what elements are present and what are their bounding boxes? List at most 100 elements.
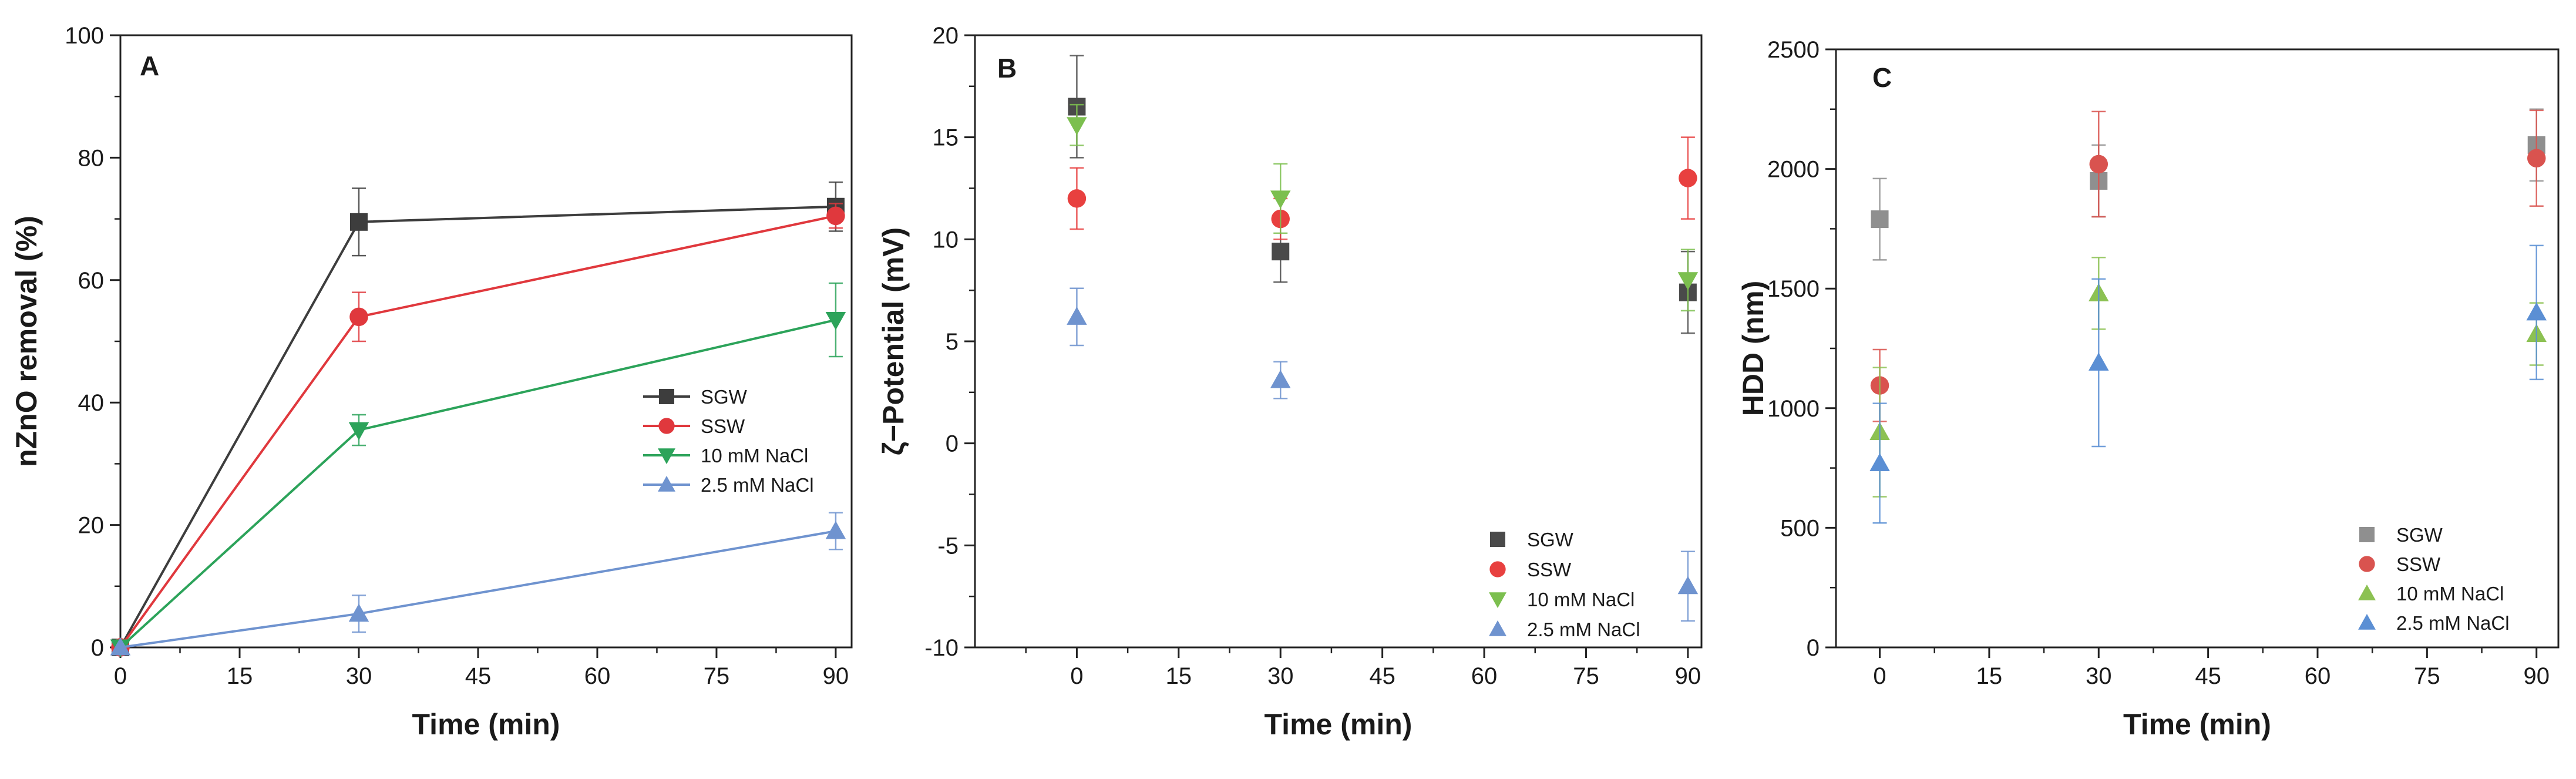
data-point bbox=[825, 521, 846, 539]
legend-marker bbox=[2359, 556, 2375, 572]
data-point bbox=[1067, 307, 1087, 325]
data-point bbox=[2527, 149, 2546, 168]
y-tick-label: -10 bbox=[924, 635, 959, 661]
y-tick-label: 2000 bbox=[1767, 157, 1820, 183]
data-point bbox=[110, 637, 131, 656]
y-tick-label: 1000 bbox=[1767, 396, 1820, 422]
x-tick-label: 45 bbox=[1369, 663, 1395, 689]
x-tick-label: 45 bbox=[2195, 663, 2221, 689]
x-tick-label: 60 bbox=[584, 663, 611, 689]
series-sgw bbox=[1871, 108, 2545, 261]
data-point bbox=[2089, 155, 2108, 174]
legend-marker bbox=[1490, 532, 1505, 547]
y-tick-label: 1500 bbox=[1767, 276, 1820, 302]
x-tick-label: 15 bbox=[1166, 663, 1192, 689]
x-tick-label: 60 bbox=[1471, 663, 1498, 689]
y-tick-label: 10 bbox=[933, 227, 959, 253]
x-tick-label: 75 bbox=[1573, 663, 1599, 689]
plot-frame bbox=[974, 34, 1703, 649]
legend-label: 2.5 mM NaCl bbox=[2396, 612, 2510, 634]
x-tick-label: 30 bbox=[2086, 663, 2112, 689]
y-tick-label: 60 bbox=[78, 268, 105, 294]
panel-label: C bbox=[1872, 62, 1892, 93]
legend-label: 10 mM NaCl bbox=[2396, 583, 2504, 605]
legend-marker bbox=[658, 448, 675, 464]
y-tick-label: 5 bbox=[946, 329, 959, 355]
data-point bbox=[2526, 302, 2547, 321]
y-tick-label: 2500 bbox=[1767, 37, 1820, 63]
legend: SGW SSW 10 mM NaCl 2.5 mM NaCl bbox=[2358, 524, 2510, 634]
legend-marker bbox=[2358, 585, 2376, 600]
x-tick-label: 60 bbox=[2305, 663, 2331, 689]
chart-panel-b: 0 15 30 45 60 75 90 -10 -5 0 5 10 15 20 Time (min) ζ−Po… bbox=[877, 23, 1703, 741]
legend-label: SGW bbox=[1527, 529, 1574, 550]
legend-label: 2.5 mM NaCl bbox=[701, 474, 814, 496]
data-point bbox=[1679, 169, 1697, 187]
legend-marker bbox=[659, 389, 674, 404]
y-axis-title: HDD (nm) bbox=[1737, 281, 1770, 417]
legend-label: 2.5 mM NaCl bbox=[1527, 619, 1640, 640]
x-tick-label: 75 bbox=[704, 663, 730, 689]
legend: SGW SSW 10 mM NaCl 2.5 mM NaCl bbox=[643, 386, 814, 496]
data-point bbox=[1067, 117, 1087, 136]
legend-label: SSW bbox=[1527, 559, 1572, 580]
y-tick-label: 0 bbox=[1807, 635, 1820, 661]
y-tick-label: 0 bbox=[91, 635, 104, 661]
chart-panel-a: 0 15 30 45 60 75 90 0 20 40 60 80 100 Time (min) nZnO … bbox=[10, 23, 853, 741]
data-point bbox=[825, 312, 846, 330]
series-sgw bbox=[1068, 55, 1697, 334]
x-tick-label: 90 bbox=[823, 663, 849, 689]
data-point bbox=[348, 422, 369, 441]
y-tick-label: 20 bbox=[933, 23, 959, 49]
panel-label: B bbox=[997, 53, 1017, 83]
x-tick-label: 30 bbox=[346, 663, 372, 689]
legend-marker bbox=[1489, 561, 1506, 577]
y-tick-label: 80 bbox=[78, 145, 105, 171]
data-point bbox=[349, 213, 368, 231]
data-point bbox=[1270, 370, 1291, 388]
panel-label: A bbox=[140, 51, 159, 81]
x-tick-label: 30 bbox=[1267, 663, 1294, 689]
y-tick-label: 15 bbox=[933, 125, 959, 151]
y-axis-title: nZnO removal (%) bbox=[10, 216, 43, 467]
y-tick-label: 500 bbox=[1780, 515, 1820, 541]
legend-label: SGW bbox=[701, 386, 748, 408]
data-point bbox=[1871, 210, 1889, 229]
legend-marker bbox=[1489, 592, 1506, 608]
x-tick-label: 15 bbox=[227, 663, 253, 689]
series-10-mm-nacl bbox=[1869, 257, 2547, 498]
legend-marker bbox=[2358, 614, 2376, 630]
legend-marker bbox=[2359, 527, 2375, 542]
y-tick-label: 100 bbox=[65, 23, 104, 49]
x-tick-label: 45 bbox=[465, 663, 492, 689]
series-2-5-mm-nacl bbox=[110, 512, 846, 656]
legend-marker bbox=[658, 476, 675, 492]
data-point bbox=[348, 603, 369, 622]
x-axis-title: Time (min) bbox=[2123, 708, 2271, 741]
data-point bbox=[2089, 352, 2109, 371]
legend: SGW SSW 10 mM NaCl 2.5 mM NaCl bbox=[1489, 529, 1640, 640]
x-tick-label: 0 bbox=[1873, 663, 1886, 689]
x-tick-label: 90 bbox=[1675, 663, 1701, 689]
data-point bbox=[1067, 189, 1087, 208]
series-2-5-mm-nacl bbox=[1869, 244, 2547, 524]
legend-label: 10 mM NaCl bbox=[701, 445, 808, 466]
data-point bbox=[1270, 190, 1291, 209]
legend-marker bbox=[658, 418, 675, 434]
chart-panel-c: 0 15 30 45 60 75 90 0 500 1000 1500 2000 2500 Time (m… bbox=[1737, 37, 2560, 741]
series-2-5-mm-nacl bbox=[1067, 287, 1699, 622]
series-10-mm-nacl bbox=[1067, 103, 1699, 312]
series-ssw bbox=[1870, 109, 2546, 422]
data-point bbox=[349, 307, 368, 327]
data-point bbox=[1677, 272, 1699, 291]
x-tick-label: 15 bbox=[1976, 663, 2003, 689]
x-axis-title: Time (min) bbox=[412, 708, 560, 741]
y-axis-title: ζ−Potential (mV) bbox=[877, 227, 910, 455]
legend-label: 10 mM NaCl bbox=[1527, 589, 1635, 610]
x-tick-label: 90 bbox=[2523, 663, 2550, 689]
series-ssw bbox=[1067, 136, 1697, 240]
x-axis-title: Time (min) bbox=[1265, 708, 1413, 741]
x-tick-label: 0 bbox=[1070, 663, 1083, 689]
data-point bbox=[1272, 243, 1290, 261]
